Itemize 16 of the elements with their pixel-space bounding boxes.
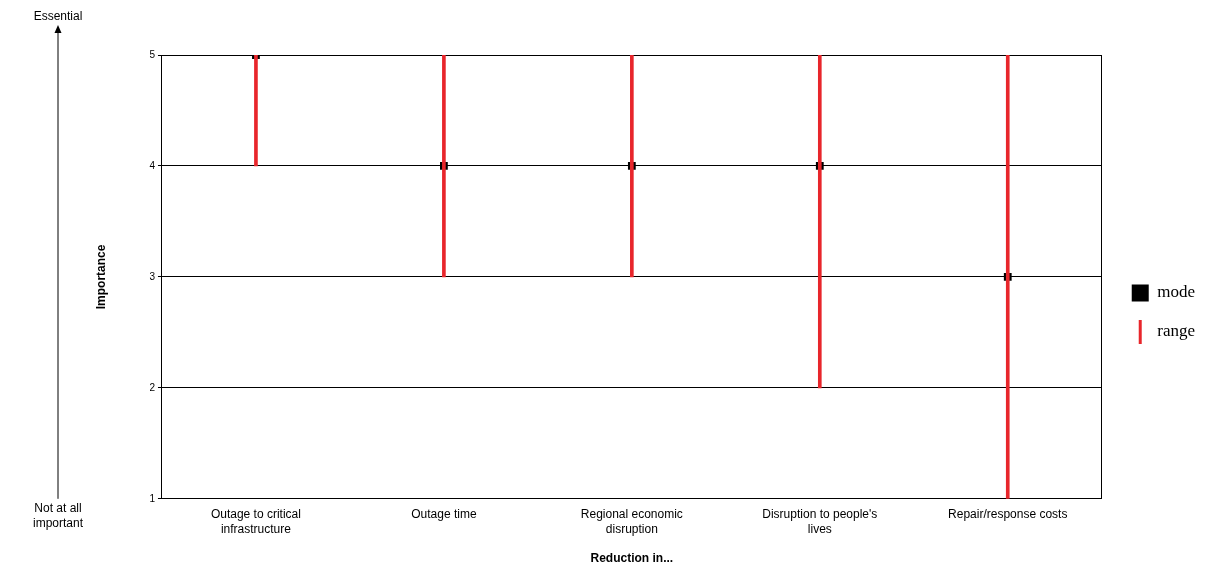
x-tick-label: Regional economic disruption — [580, 507, 683, 536]
x-tick-label: Disruption to people's lives — [762, 507, 878, 536]
legend-label: range — [1157, 321, 1195, 341]
y-tick-label: 5 — [149, 48, 156, 60]
text: Essential — [33, 9, 83, 24]
legend-label: mode — [1157, 282, 1196, 302]
x-tick-label: Outage time — [411, 507, 477, 522]
y-tick-label: 3 — [149, 270, 156, 282]
y-axis-title: Importance — [93, 244, 108, 310]
x-axis-title: Reduction in... — [590, 551, 674, 566]
y-tick-label: 1 — [149, 492, 156, 504]
x-tick-label: Repair/response costs — [948, 507, 1068, 522]
y-tick-label: 2 — [149, 381, 156, 393]
x-tick-label: Outage to critical infrastructure — [210, 507, 301, 536]
text: Not at all important — [32, 501, 84, 531]
y-tick-label: 4 — [149, 159, 156, 171]
